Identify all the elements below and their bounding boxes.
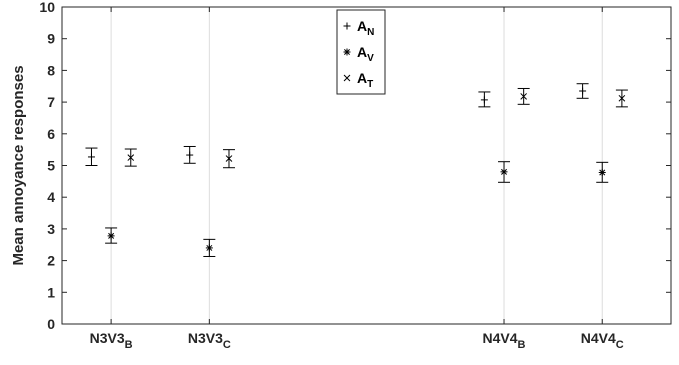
data-point-plus [579, 87, 587, 95]
y-tick-label: 6 [47, 126, 55, 142]
x-category-sub: C [223, 339, 231, 351]
legend-marker-plus [343, 22, 351, 30]
y-axis-title: Mean annoyance responses [10, 65, 27, 265]
series-AV [105, 161, 609, 257]
legend-entry-name: A [357, 70, 367, 86]
x-category-label: N4V4B [483, 330, 526, 351]
legend-entry-sub: V [367, 53, 374, 64]
y-tick-label: 8 [47, 62, 55, 78]
data-point-star [205, 244, 213, 252]
x-category-label: N3V3C [188, 330, 231, 351]
x-category-main: N3V3 [188, 330, 223, 346]
x-category-sub: B [125, 339, 133, 351]
legend-marker-cross [343, 74, 351, 82]
x-category-sub: B [518, 339, 526, 351]
data-point-cross [618, 94, 626, 102]
y-axis: 0 1 2 3 4 5 6 7 8 9 10 [39, 0, 671, 332]
x-category-main: N4V4 [483, 330, 518, 346]
x-axis: N3V3B N3V3C N4V4B N4V4C [90, 7, 624, 351]
y-tick-label: 7 [47, 94, 55, 110]
data-point-plus [186, 151, 194, 159]
y-tick-label: 4 [47, 189, 55, 205]
x-category-main: N3V3 [90, 330, 125, 346]
y-tick-label: 0 [47, 316, 55, 332]
data-point-star [598, 168, 606, 176]
data-point-star [107, 232, 115, 240]
legend-entry: AV [357, 44, 374, 64]
legend-marker-star [343, 48, 351, 56]
series-AT [124, 87, 628, 169]
data-point-cross [127, 154, 135, 161]
series-layer [85, 83, 628, 257]
legend-entry-sub: N [367, 27, 374, 38]
data-point-cross [520, 93, 527, 100]
x-category-label: N4V4C [581, 330, 624, 351]
y-tick-label: 1 [47, 284, 55, 300]
y-tick-label: 9 [47, 31, 55, 47]
y-tick-label: 5 [47, 158, 55, 174]
legend-entry-name: A [357, 44, 367, 60]
data-point-plus [87, 153, 95, 161]
series-AN [85, 83, 589, 166]
legend-entry: AT [357, 70, 373, 90]
y-tick-label: 2 [47, 253, 55, 269]
x-category-sub: C [616, 339, 624, 351]
legend-entry: AN [357, 18, 374, 38]
data-point-cross [225, 155, 233, 162]
legend-entry-name: A [357, 18, 367, 34]
y-tick-label: 10 [39, 0, 55, 15]
data-point-star [500, 168, 508, 176]
x-category-main: N4V4 [581, 330, 616, 346]
y-tick-label: 3 [47, 221, 55, 237]
x-category-label: N3V3B [90, 330, 133, 351]
legend-entry-sub: T [367, 79, 373, 90]
data-point-plus [480, 96, 488, 104]
